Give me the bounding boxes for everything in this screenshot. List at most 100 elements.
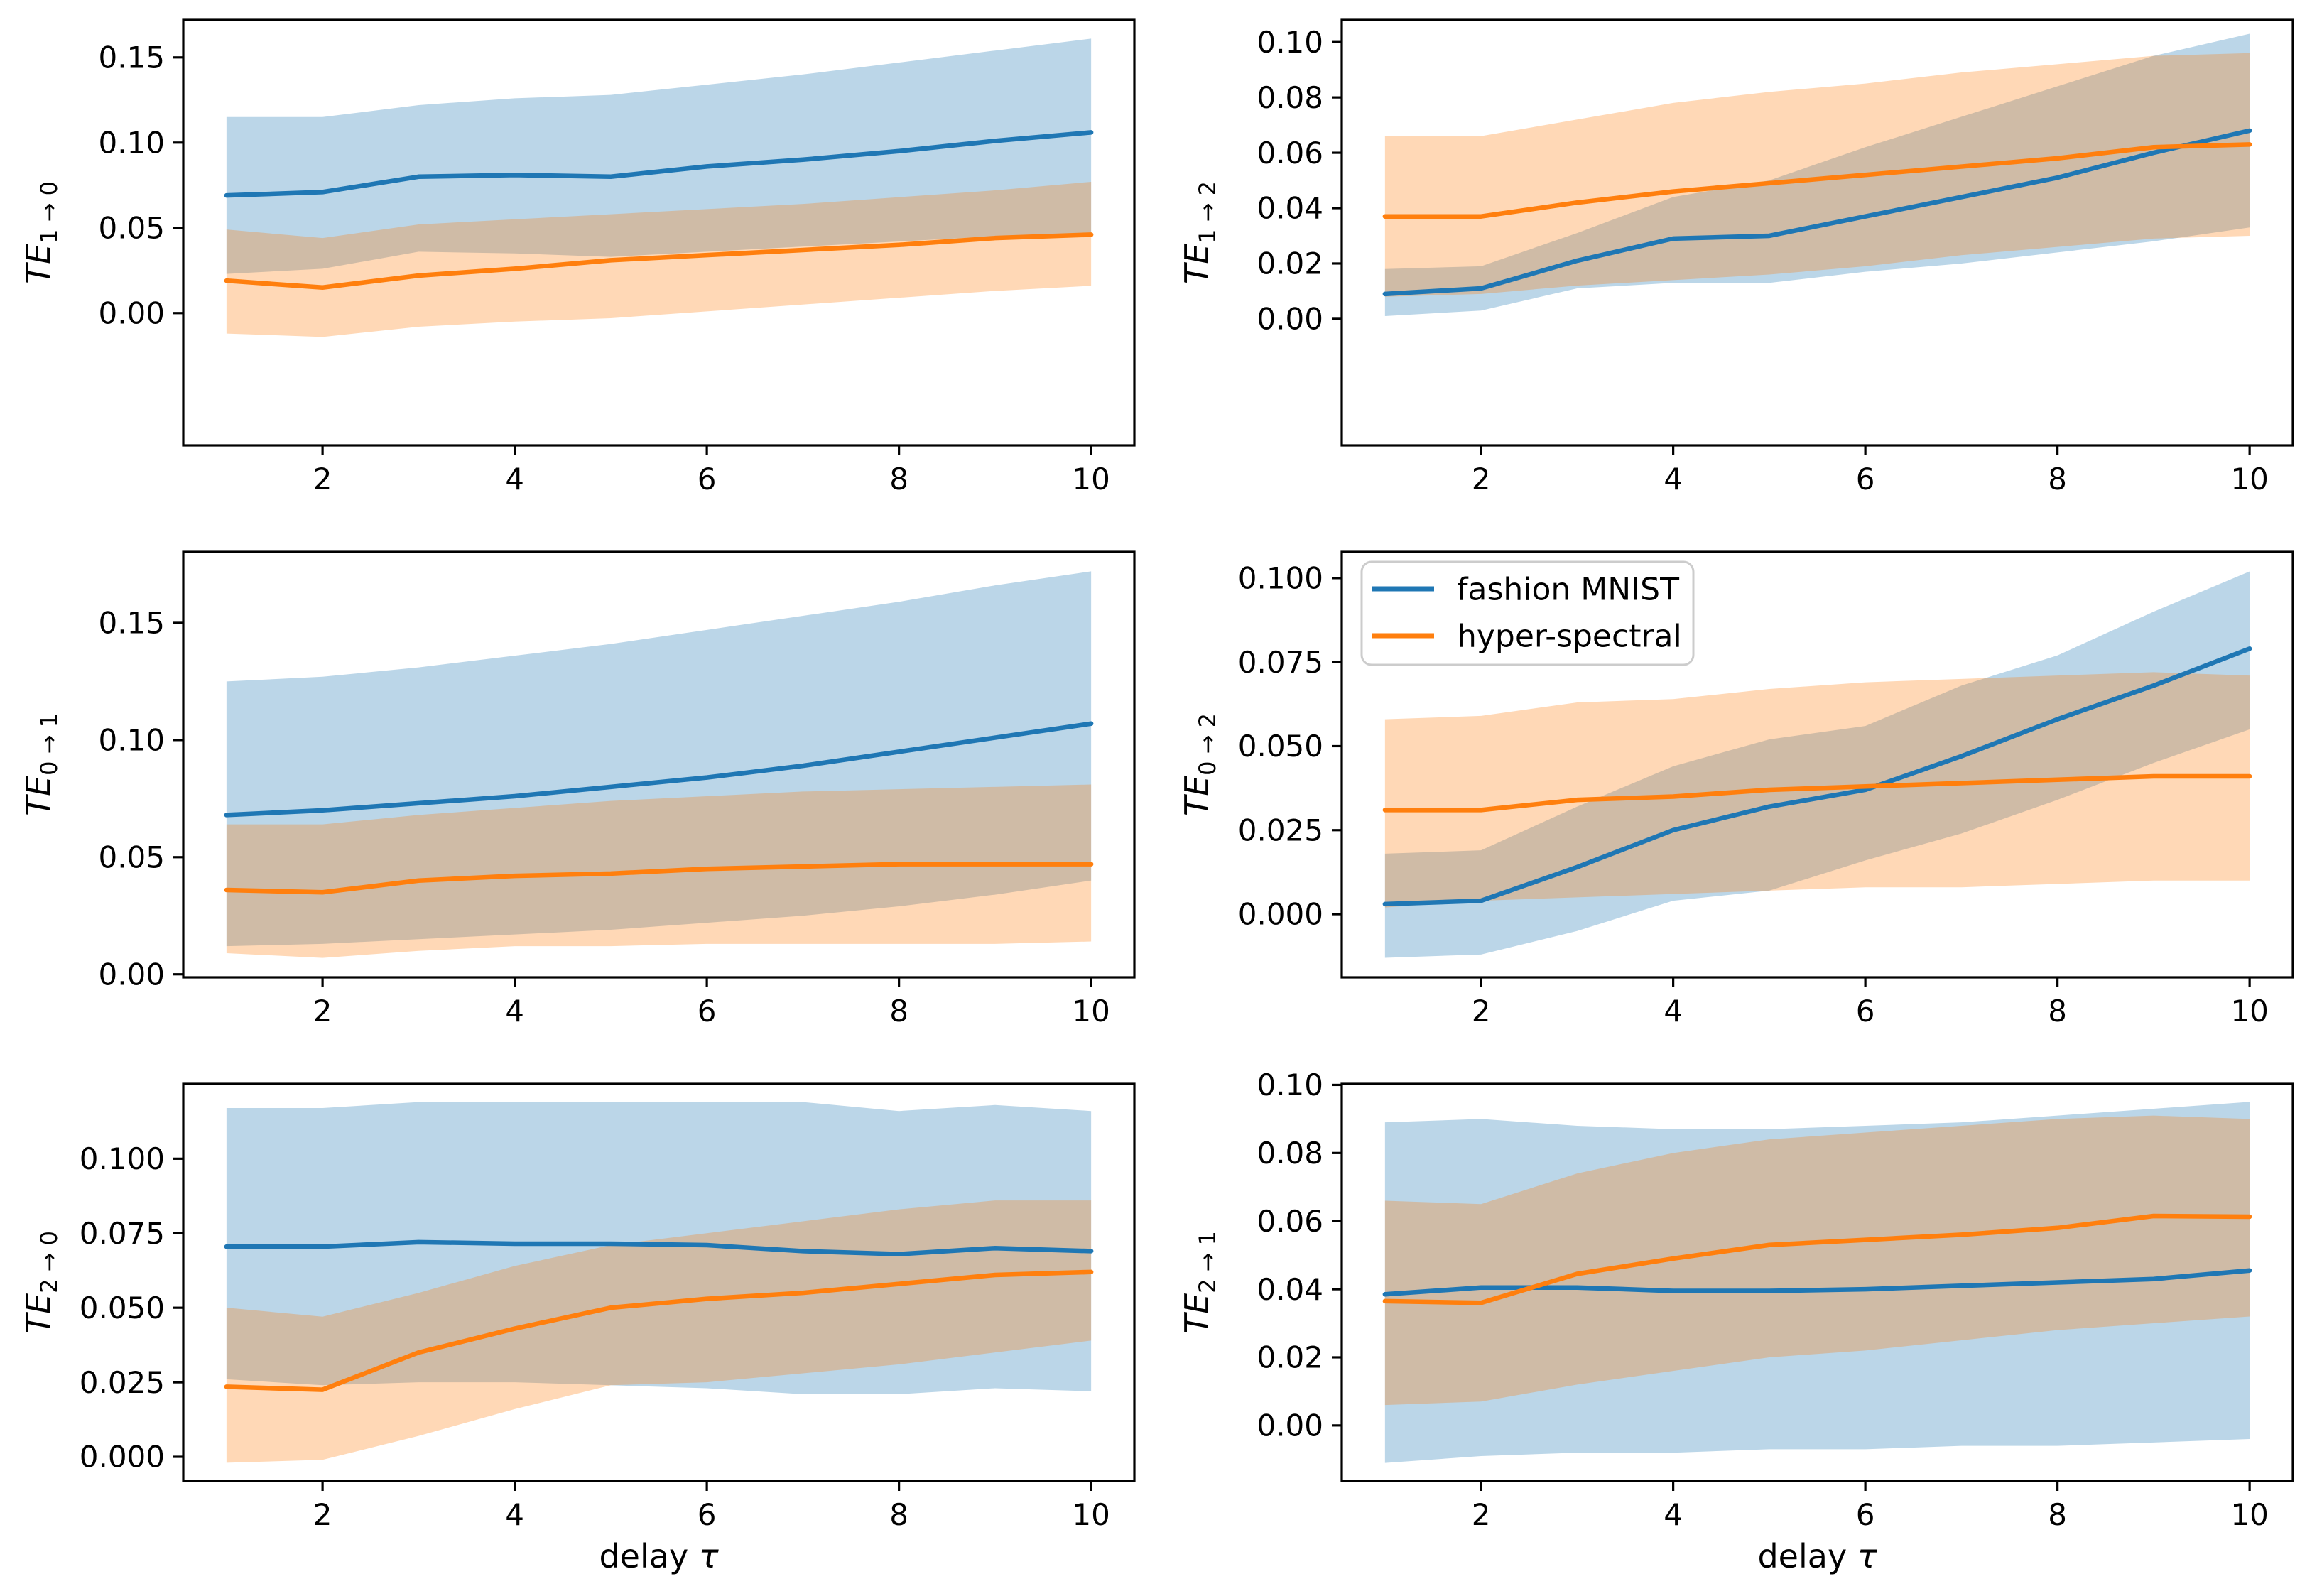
y-tick-label: 0.05 bbox=[98, 840, 165, 874]
y-axis-label: TE2 → 0 bbox=[19, 1231, 63, 1334]
y-axis-label: TE0 → 2 bbox=[1178, 713, 1221, 816]
panel-te-1-2: 2 4 6 8 10 0.00 0.02 0.04 0.06 0.08 0.10 TE1 → 2 bbox=[1178, 18, 2294, 496]
y-tick-label: 0.10 bbox=[98, 723, 165, 758]
x-tick-label: 2 bbox=[1472, 994, 1491, 1028]
x-tick-label: 2 bbox=[313, 1497, 332, 1532]
y-axis-label: TE0 → 1 bbox=[19, 713, 63, 816]
x-tick-label: 6 bbox=[1856, 1497, 1875, 1532]
y-tick-label: 0.10 bbox=[1257, 1068, 1323, 1102]
x-tick-label: 4 bbox=[1664, 1497, 1683, 1532]
y-tick-label: 0.025 bbox=[1238, 813, 1323, 847]
panel-te-0-1: 2 4 6 8 10 0.00 0.05 0.10 0.15 TE0 → 1 bbox=[19, 550, 1136, 1028]
x-tick-label: 2 bbox=[1472, 1497, 1491, 1532]
fashion-mnist-band bbox=[1384, 33, 2250, 317]
x-axis-label: delay τ bbox=[599, 1537, 718, 1575]
x-tick-label: 8 bbox=[889, 994, 908, 1028]
y-tick-label: 0.00 bbox=[98, 957, 165, 992]
fashion-mnist-line bbox=[224, 1239, 1094, 1256]
x-tick-label: 6 bbox=[1856, 462, 1875, 496]
axes-spines bbox=[1340, 1082, 2294, 1482]
axes-spines bbox=[182, 18, 1136, 447]
x-tick-label: 6 bbox=[1856, 994, 1875, 1028]
x-tick-label: 10 bbox=[1072, 462, 1109, 496]
x-tick-label: 2 bbox=[1472, 462, 1491, 496]
axes-spines bbox=[1340, 550, 2294, 979]
x-tick-label: 4 bbox=[1664, 994, 1683, 1028]
x-tick-label: 8 bbox=[889, 1497, 908, 1532]
legend-label: fashion MNIST bbox=[1457, 571, 1679, 607]
panel-te-2-1: 2 4 6 8 10 0.00 0.02 0.04 0.06 0.08 0.10 TE2 → 1 del… bbox=[1178, 1068, 2294, 1575]
y-axis-label: TE2 → 1 bbox=[1178, 1231, 1221, 1334]
x-tick-label: 10 bbox=[2230, 1497, 2268, 1532]
panel-te-2-0: 2 4 6 8 10 0.000 0.025 0.050 0.075 0.100 TE2 → 0 de… bbox=[19, 1082, 1136, 1575]
y-tick-label: 0.15 bbox=[98, 40, 165, 75]
y-tick-label: 0.04 bbox=[1257, 1272, 1323, 1307]
panel-te-1-0: 2 4 6 8 10 0.00 0.05 0.10 0.15 TE1 → 0 bbox=[19, 18, 1136, 496]
hyper-spectral-band bbox=[1384, 53, 2250, 297]
y-tick-label: 0.075 bbox=[1238, 645, 1323, 680]
x-tick-label: 6 bbox=[698, 1497, 717, 1532]
hyper-spectral-band bbox=[226, 1200, 1092, 1463]
y-tick-label: 0.02 bbox=[1257, 1340, 1323, 1375]
y-tick-label: 0.08 bbox=[1257, 1136, 1323, 1171]
y-tick-label: 0.02 bbox=[1257, 246, 1323, 281]
fashion-mnist-band bbox=[226, 38, 1092, 274]
fashion-mnist-band bbox=[226, 1102, 1092, 1394]
y-tick-label: 0.050 bbox=[80, 1291, 165, 1325]
y-tick-label: 0.000 bbox=[1238, 897, 1323, 932]
x-tick-label: 2 bbox=[313, 462, 332, 496]
y-tick-label: 0.06 bbox=[1257, 136, 1323, 170]
hyper-spectral-line bbox=[224, 862, 1094, 895]
fashion-mnist-line bbox=[1382, 646, 2252, 907]
hyper-spectral-line bbox=[224, 1269, 1094, 1392]
fashion-mnist-line bbox=[224, 130, 1094, 198]
axes-spines bbox=[182, 550, 1136, 979]
axes-spines bbox=[1340, 18, 2294, 447]
x-tick-label: 8 bbox=[889, 462, 908, 496]
y-axis-label: TE1 → 2 bbox=[1178, 181, 1221, 284]
y-tick-label: 0.10 bbox=[98, 125, 165, 160]
x-tick-label: 6 bbox=[698, 462, 717, 496]
x-tick-label: 4 bbox=[505, 1497, 524, 1532]
panel-te-0-2: 2 4 6 8 10 0.000 0.025 0.050 0.075 0.100 TE0 → 2 fa… bbox=[1178, 550, 2294, 1028]
hyper-spectral-line bbox=[1382, 142, 2252, 219]
hyper-spectral-band bbox=[1384, 1115, 2250, 1406]
x-tick-label: 4 bbox=[1664, 462, 1683, 496]
y-tick-label: 0.025 bbox=[80, 1365, 165, 1400]
x-tick-label: 4 bbox=[505, 994, 524, 1028]
y-tick-label: 0.15 bbox=[98, 606, 165, 641]
fashion-mnist-line bbox=[1382, 128, 2252, 297]
y-tick-label: 0.050 bbox=[1238, 729, 1323, 764]
legend-label: hyper-spectral bbox=[1457, 618, 1682, 654]
x-tick-label: 4 bbox=[505, 462, 524, 496]
x-tick-label: 2 bbox=[313, 994, 332, 1028]
x-axis-label: delay τ bbox=[1757, 1537, 1877, 1575]
y-tick-label: 0.04 bbox=[1257, 191, 1323, 226]
y-tick-label: 0.00 bbox=[98, 295, 165, 330]
hyper-spectral-line bbox=[224, 232, 1094, 291]
y-tick-label: 0.100 bbox=[1238, 561, 1323, 596]
fashion-mnist-band bbox=[1384, 1102, 2250, 1463]
y-tick-label: 0.000 bbox=[80, 1440, 165, 1475]
y-tick-label: 0.10 bbox=[1257, 25, 1323, 60]
x-tick-label: 8 bbox=[2048, 462, 2067, 496]
x-tick-label: 10 bbox=[1072, 1497, 1109, 1532]
y-tick-label: 0.100 bbox=[80, 1141, 165, 1176]
x-tick-label: 8 bbox=[2048, 994, 2067, 1028]
y-tick-label: 0.06 bbox=[1257, 1204, 1323, 1239]
y-axis-label: TE1 → 0 bbox=[19, 181, 63, 284]
x-tick-label: 10 bbox=[1072, 994, 1109, 1028]
x-tick-label: 6 bbox=[698, 994, 717, 1028]
y-tick-label: 0.08 bbox=[1257, 80, 1323, 115]
x-tick-label: 8 bbox=[2048, 1497, 2067, 1532]
y-tick-label: 0.075 bbox=[80, 1216, 165, 1251]
fashion-mnist-line bbox=[224, 721, 1094, 818]
legend-box bbox=[1360, 560, 1695, 666]
x-tick-label: 10 bbox=[2230, 994, 2268, 1028]
fashion-mnist-band bbox=[1384, 571, 2250, 958]
y-tick-label: 0.00 bbox=[1257, 1408, 1323, 1443]
axes-spines bbox=[182, 1082, 1136, 1482]
y-tick-label: 0.00 bbox=[1257, 302, 1323, 337]
hyper-spectral-line bbox=[1382, 1213, 2252, 1305]
